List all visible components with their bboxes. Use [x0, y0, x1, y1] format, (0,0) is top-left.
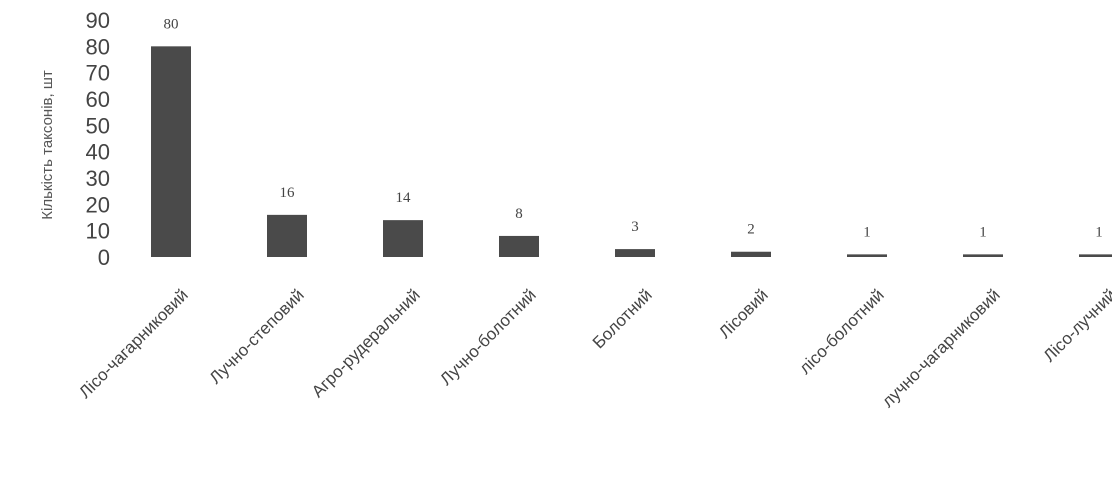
- data-label: 80: [164, 16, 179, 32]
- y-tick-label: 60: [86, 87, 110, 112]
- data-label: 8: [515, 206, 523, 222]
- data-label: 2: [747, 222, 755, 238]
- data-labels: 80 16 14 8 3 2 1 1 1: [164, 16, 1103, 240]
- data-label: 1: [1095, 224, 1103, 240]
- data-label: 1: [979, 224, 987, 240]
- category-label: Болотний: [589, 285, 656, 352]
- bar: [499, 235, 539, 257]
- y-tick-label: 0: [98, 245, 110, 270]
- category-labels: Лісо-чагарниковий Лучно-степовий Агро-руде…: [75, 285, 1112, 411]
- bar: [847, 254, 887, 257]
- category-label: Лісовий: [715, 285, 772, 342]
- bar: [383, 220, 423, 257]
- category-label: Агро-рудеральний: [308, 285, 424, 401]
- category-label: Лучно-болотний: [436, 285, 540, 389]
- bars: [151, 46, 1112, 258]
- y-tick-label: 30: [86, 166, 110, 191]
- category-label: Лучно-степовий: [206, 285, 308, 387]
- bar: [963, 254, 1003, 257]
- bar: [731, 251, 771, 257]
- category-label: Лісо-чагарниковий: [75, 285, 192, 402]
- bar: [267, 214, 307, 257]
- bar: [615, 249, 655, 257]
- y-tick-label: 50: [86, 113, 110, 138]
- y-tick-label: 10: [86, 219, 110, 244]
- y-tick-label: 20: [86, 192, 110, 217]
- category-label: Лісо-лучний: [1040, 285, 1112, 365]
- y-tick-label: 70: [86, 61, 110, 86]
- y-tick-label: 80: [86, 34, 110, 59]
- category-label: лучно-чагарниковий: [878, 285, 1004, 411]
- y-axis-label: Кількість таксонів, шт: [39, 70, 56, 220]
- data-label: 14: [396, 190, 412, 206]
- bar: [1079, 254, 1112, 257]
- y-tick-label: 40: [86, 140, 110, 165]
- y-tick-label: 90: [86, 8, 110, 33]
- bar: [151, 46, 191, 258]
- data-label: 1: [863, 224, 871, 240]
- category-label: лісо-болотний: [795, 285, 887, 377]
- data-label: 3: [631, 219, 639, 235]
- data-label: 16: [280, 185, 296, 201]
